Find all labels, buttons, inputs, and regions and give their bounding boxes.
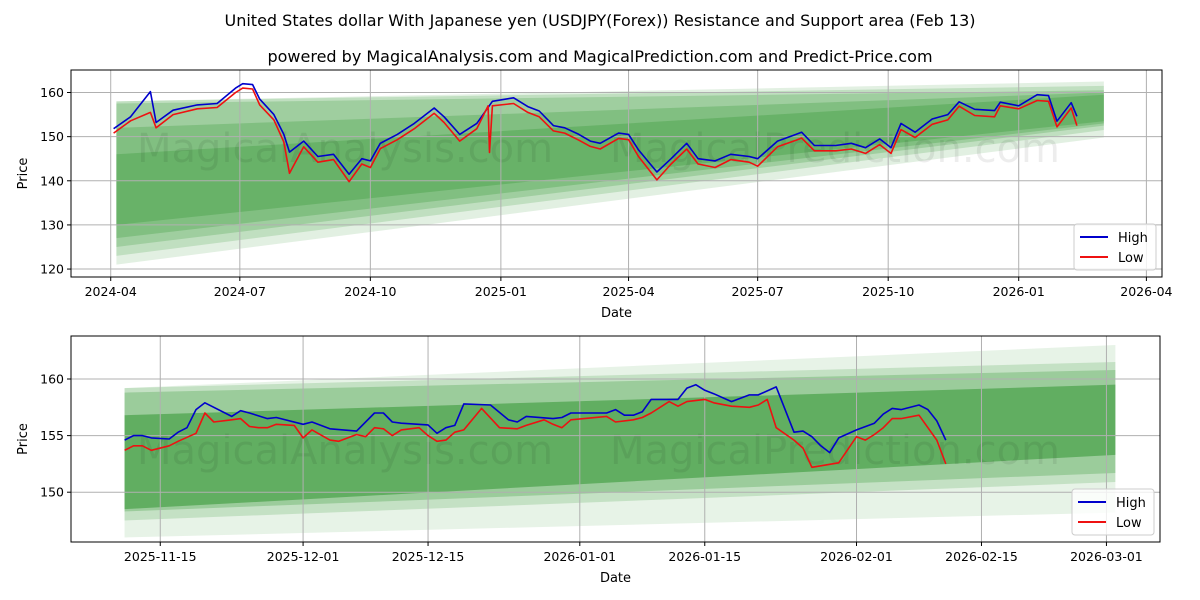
y-tick-label: 130 xyxy=(40,217,64,232)
legend-label-low: Low xyxy=(1118,251,1144,266)
legend: High Low xyxy=(1071,488,1155,536)
x-tick-label: 2025-10 xyxy=(862,284,914,299)
x-tick-label: 2026-02-01 xyxy=(820,549,893,564)
x-tick-label: 2026-03-01 xyxy=(1070,549,1143,564)
x-tick-label: 2026-02-15 xyxy=(945,549,1018,564)
chart-subtitle: powered by MagicalAnalysis.com and Magic… xyxy=(267,47,932,66)
support-resistance-band xyxy=(116,85,1104,256)
x-tick-label: 2026-01 xyxy=(993,284,1045,299)
series-line-high xyxy=(113,82,1078,175)
series-line-low xyxy=(113,87,1078,183)
watermark: MagicalPrediction.com xyxy=(610,428,1060,474)
legend-box xyxy=(1073,223,1157,271)
series-line-high xyxy=(124,383,947,454)
x-tick-label: 2025-04 xyxy=(602,284,654,299)
axes-frame xyxy=(70,69,1163,278)
x-axis-label: Date xyxy=(601,306,632,321)
support-resistance-band xyxy=(116,94,1104,225)
x-tick-label: 2024-10 xyxy=(344,284,396,299)
x-tick-label: 2025-11-15 xyxy=(124,549,197,564)
watermark: MagicalAnalysis.com xyxy=(137,428,553,474)
legend: High Low xyxy=(1073,223,1157,271)
support-resistance-band xyxy=(116,90,1104,247)
watermark: MagicalAnalysis.com xyxy=(137,126,553,172)
x-tick-label: 2024-07 xyxy=(214,284,266,299)
x-axis-label: Date xyxy=(600,571,631,586)
x-tick-label: 2024-04 xyxy=(85,284,137,299)
y-tick-label: 150 xyxy=(40,485,64,500)
y-tick-label: 160 xyxy=(40,85,64,100)
x-tick-label: 2025-07 xyxy=(732,284,784,299)
axes-frame xyxy=(70,335,1161,543)
y-axis-label: Price xyxy=(16,158,31,190)
legend-box xyxy=(1071,488,1155,536)
x-tick-label: 2026-04 xyxy=(1120,284,1172,299)
watermark: MagicalPrediction.com xyxy=(610,126,1060,172)
y-tick-label: 140 xyxy=(40,173,64,188)
chart-title: United States dollar With Japanese yen (… xyxy=(225,11,976,30)
y-tick-label: 160 xyxy=(40,372,64,387)
support-resistance-band xyxy=(116,81,1104,265)
legend-label-high: High xyxy=(1116,496,1146,511)
y-tick-label: 155 xyxy=(40,428,64,443)
y-tick-label: 120 xyxy=(40,262,64,277)
x-tick-label: 2025-01 xyxy=(475,284,527,299)
series-line-low xyxy=(124,398,947,469)
bottom-chart: MagicalAnalysis.com MagicalPrediction.com… xyxy=(16,335,1161,586)
x-tick-label: 2026-01-01 xyxy=(543,549,616,564)
support-resistance-band xyxy=(116,92,1104,239)
x-tick-label: 2025-12-01 xyxy=(267,549,340,564)
legend-label-high: High xyxy=(1118,231,1148,246)
legend-label-low: Low xyxy=(1116,516,1142,531)
y-axis-label: Price xyxy=(16,423,31,455)
top-chart: MagicalAnalysis.com MagicalPrediction.com… xyxy=(16,69,1173,321)
x-tick-label: 2026-01-15 xyxy=(668,549,741,564)
y-tick-label: 150 xyxy=(40,129,64,144)
x-tick-label: 2025-12-15 xyxy=(392,549,465,564)
